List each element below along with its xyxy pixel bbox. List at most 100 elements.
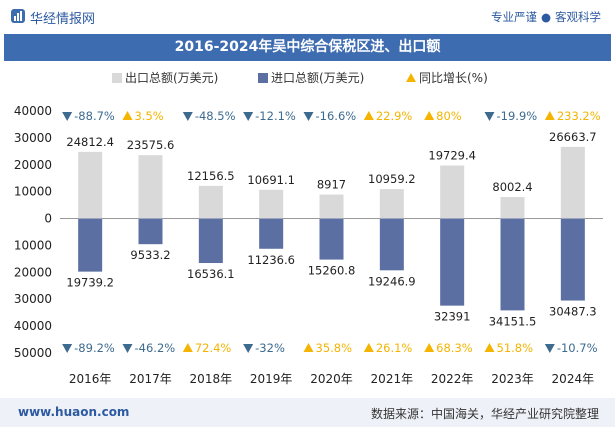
x-tick-label: 2018年 (190, 372, 233, 386)
y-tick-label: 10000 (14, 238, 52, 252)
import-bar (198, 218, 223, 264)
y-tick-label: 30000 (14, 131, 52, 145)
import-growth-label: 72.4% (195, 341, 232, 355)
import-bar (78, 218, 103, 272)
import-growth-label: 51.8% (497, 341, 534, 355)
x-tick-label: 2021年 (371, 372, 414, 386)
export-bar (379, 189, 404, 219)
import-bar (259, 218, 284, 249)
export-bar (198, 185, 223, 219)
import-value-label: 19739.2 (66, 276, 114, 290)
growth-down-icon (243, 344, 254, 353)
growth-down-icon (62, 344, 73, 353)
y-tick-label: 0 (44, 212, 52, 226)
export-value-label: 8002.4 (492, 180, 532, 194)
import-value-label: 16536.1 (187, 267, 235, 281)
footer: www.huaon.com 数据来源：中国海关，华经产业研究院整理 (0, 398, 615, 427)
import-bar (379, 218, 404, 271)
import-bar (138, 218, 163, 245)
legend-swatch-export (112, 73, 122, 83)
growth-up-icon (303, 343, 314, 352)
growth-down-icon (62, 112, 73, 121)
import-growth-label: -89.2% (74, 341, 115, 355)
growth-up-icon (363, 111, 374, 120)
import-value-label: 34151.5 (489, 314, 537, 328)
export-bar (138, 155, 163, 219)
import-growth-label: -46.2% (135, 341, 176, 355)
slogan-right: 客观科学 (555, 10, 601, 24)
x-tick-label: 2024年 (552, 372, 595, 386)
x-tick-label: 2020年 (310, 372, 353, 386)
legend: 出口总额(万美元) 进口总额(万美元) 同比增长(%) (0, 66, 615, 86)
footer-source: 数据来源：中国海关，华经产业研究院整理 (370, 407, 599, 421)
import-value-label: 11236.6 (247, 253, 295, 267)
y-tick-label: 40000 (14, 104, 52, 118)
export-bar (440, 165, 465, 219)
import-bar (319, 218, 344, 260)
top-bar: 华经情报网 专业严谨 ● 客观科学 (0, 0, 615, 34)
legend-item-export: 出口总额(万美元) (112, 69, 218, 86)
export-growth-label: -16.6% (316, 109, 357, 123)
export-growth-label: -12.1% (255, 109, 296, 123)
growth-down-icon (122, 344, 133, 353)
import-growth-label: 68.3% (436, 341, 473, 355)
growth-up-icon (182, 343, 193, 352)
export-bar (560, 146, 585, 219)
slogan-dot: ● (540, 10, 551, 24)
import-growth-label: 26.1% (376, 341, 413, 355)
y-tick-label: 30000 (14, 292, 52, 306)
export-growth-label: -48.5% (195, 109, 236, 123)
x-tick-label: 2019年 (250, 372, 293, 386)
growth-up-icon (484, 343, 495, 352)
export-value-label: 26663.7 (549, 130, 597, 144)
import-value-label: 30487.3 (549, 305, 597, 319)
bar-chart: 40000 30000 20000 10000 0 10000 20000 30000 4000… (14, 104, 603, 386)
export-growth-label: -88.7% (74, 109, 115, 123)
x-tick-label: 2017年 (129, 372, 172, 386)
legend-swatch-import (258, 73, 268, 83)
import-growth-label: 35.8% (316, 341, 353, 355)
import-value-label: 15260.8 (308, 264, 356, 278)
brand-name: 华经情报网 (30, 12, 96, 27)
export-bar (78, 151, 103, 219)
footer-site: www.huaon.com (18, 405, 130, 419)
y-tick-label: 10000 (14, 185, 52, 199)
growth-up-icon (363, 343, 374, 352)
export-value-label: 23575.6 (127, 138, 175, 152)
export-value-label: 10691.1 (247, 173, 295, 187)
x-tick-label: 2016年 (69, 372, 112, 386)
x-tick-label: 2022年 (431, 372, 474, 386)
import-bar (500, 218, 525, 311)
legend-item-import: 进口总额(万美元) (258, 69, 364, 86)
brand-logo-icon (11, 9, 25, 23)
import-bar (440, 218, 465, 306)
growth-down-icon (243, 112, 254, 121)
import-bar (560, 218, 585, 301)
import-value-label: 9533.2 (130, 248, 170, 262)
export-growth-label: 22.9% (376, 109, 413, 123)
export-growth-label: 233.2% (557, 109, 601, 123)
import-value-label: 32391 (434, 310, 471, 324)
growth-down-icon (303, 112, 314, 121)
import-growth-label: -10.7% (557, 341, 598, 355)
export-bar (319, 194, 344, 219)
export-value-label: 12156.5 (187, 169, 235, 183)
export-growth-label: 3.5% (135, 109, 164, 123)
export-growth-label: -19.9% (497, 109, 538, 123)
growth-up-icon (544, 111, 555, 120)
title-bar: 2016-2024年吴中综合保税区进、出口额 (4, 34, 611, 61)
growth-up-icon (424, 111, 435, 120)
growth-down-icon (484, 112, 495, 121)
x-tick-label: 2023年 (491, 372, 534, 386)
growth-down-icon (544, 344, 555, 353)
y-tick-label: 50000 (14, 346, 52, 360)
legend-label-export: 出口总额(万美元) (125, 71, 219, 85)
y-tick-label: 20000 (14, 265, 52, 279)
import-growth-label: -32% (255, 341, 285, 355)
export-value-label: 8917 (317, 178, 346, 192)
slogan-left: 专业严谨 (490, 10, 537, 24)
growth-up-icon (122, 111, 133, 120)
export-value-label: 19729.4 (428, 149, 476, 163)
growth-up-icon (424, 343, 435, 352)
